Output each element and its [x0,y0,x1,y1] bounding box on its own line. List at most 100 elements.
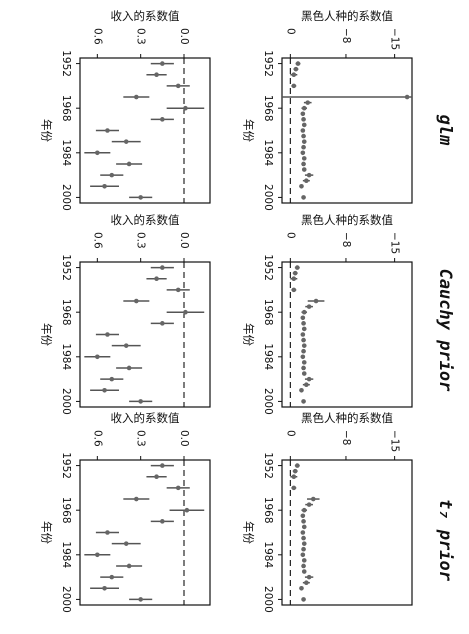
data-point [301,563,306,569]
data-point [95,354,100,360]
data-point [95,150,100,156]
data-point [134,94,139,100]
data-point [299,387,304,393]
data-point [300,332,306,337]
year-tick-label: 1952 [262,452,274,479]
plot-frame [281,57,413,204]
data-point [95,552,100,558]
value-axis-label: 黑色人种的系数值 [301,213,393,227]
data-point [300,552,306,558]
data-point [301,133,306,139]
plot-frame [281,261,413,408]
data-point [301,343,307,348]
year-tick-label: 2000 [262,586,274,613]
data-point [301,167,307,172]
year-tick-label: 1984 [60,139,72,166]
data-point [301,156,307,161]
column-title: t₇ prior [435,499,455,582]
year-tick-label: 1952 [60,452,72,479]
year-tick-label: 1984 [60,541,72,568]
data-point [160,321,165,326]
data-point [301,535,306,541]
data-point [183,309,188,315]
data-point [301,321,306,326]
value-axis-label: 黑色人种的系数值 [301,9,393,23]
data-point [134,298,139,304]
data-point [301,309,307,315]
value-axis-label: 收入的系数值 [111,213,180,227]
data-point [306,574,312,580]
data-point [301,144,306,150]
data-point [301,139,307,144]
value-tick-label: −15 [389,232,401,254]
year-axis-label: 年份 [40,521,54,544]
data-point [292,270,298,276]
data-point [160,61,165,66]
data-point [300,354,306,360]
data-point [160,117,165,122]
data-point [304,382,309,387]
data-point [306,304,312,309]
data-point [294,463,300,468]
year-tick-label: 2000 [262,388,274,415]
data-point [306,502,312,507]
data-point [102,183,107,189]
data-point [123,343,129,348]
data-point [291,474,297,480]
data-point [301,507,307,513]
value-axis-label: 收入的系数值 [111,9,180,23]
value-axis-label: 收入的系数值 [111,411,180,425]
year-tick-label: 2000 [60,388,72,415]
panel-income-1: 0.0 0.3 0.6 收入的系数值 1952 1968 1984 2000 年份 [40,9,211,211]
year-tick-label: 1968 [60,299,72,326]
year-tick-label: 1952 [262,254,274,281]
data-point [154,276,159,282]
data-point [300,150,306,156]
data-point [301,558,307,563]
data-point [109,376,115,382]
panel-race-1: −15 −8 0 黑色人种的系数值 1952 1968 1984 2000 年份 [242,9,413,211]
year-axis-label: 年份 [242,323,256,346]
value-tick-label: −8 [340,28,352,43]
data-point [301,371,307,376]
value-tick-label: 0.3 [135,232,147,249]
panel-race-3: −15 −8 0 黑色人种的系数值 1952 1968 1984 2000 年份 [242,411,413,613]
value-tick-label: 0.0 [178,430,190,447]
data-point [299,183,304,189]
data-point [138,597,143,602]
data-point [300,315,306,321]
data-point [301,519,306,524]
data-point [304,178,309,183]
data-point [126,563,132,569]
year-tick-label: 1968 [60,95,72,122]
data-point [134,496,139,502]
data-point [301,337,306,343]
year-tick-label: 1984 [262,541,274,568]
data-point [291,485,297,491]
value-tick-label: 0.3 [135,430,147,447]
data-point [301,360,307,365]
data-point [299,585,304,591]
data-point [293,66,299,72]
column-title: glm [435,115,455,146]
data-point [123,541,129,546]
year-tick-label: 1968 [60,497,72,524]
data-point [138,399,143,404]
value-tick-label: 0.3 [135,28,147,45]
data-point [291,276,297,282]
data-point [138,195,143,200]
year-axis-label: 年份 [242,521,256,544]
data-point [291,72,297,78]
plot-frame [79,57,211,204]
data-point [160,463,165,468]
data-point [300,513,306,519]
value-tick-label: 0.6 [91,232,103,249]
data-point [301,326,307,332]
data-point [291,287,297,293]
year-axis-label: 年份 [242,119,256,142]
data-point [301,546,306,552]
data-point [301,117,306,122]
plot-frame [79,261,211,408]
data-point [123,139,129,144]
